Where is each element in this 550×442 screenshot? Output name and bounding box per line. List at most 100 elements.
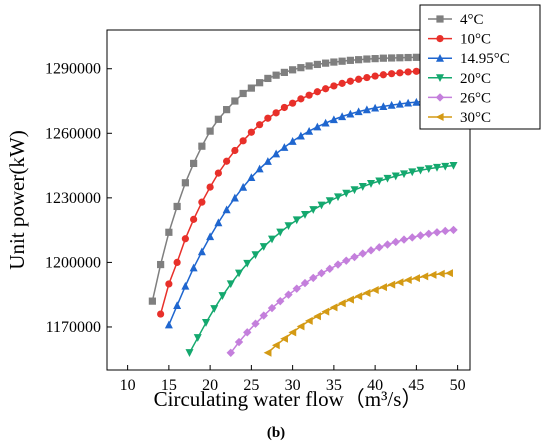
data-point <box>189 263 198 272</box>
data-point <box>346 295 354 304</box>
series-2 <box>164 95 454 329</box>
legend-label: 4°C <box>460 12 484 28</box>
data-point <box>391 172 400 181</box>
data-point <box>371 103 380 112</box>
data-point <box>271 341 280 350</box>
data-point <box>383 240 392 249</box>
data-point <box>181 281 190 290</box>
data-point <box>264 74 272 83</box>
data-point <box>231 97 239 105</box>
data-point <box>395 99 404 108</box>
plot-frame <box>106 29 471 371</box>
data-point <box>231 146 239 155</box>
data-point <box>388 70 396 78</box>
x-tick-label: 20 <box>202 377 218 394</box>
series-1 <box>157 66 453 318</box>
data-point <box>371 72 379 80</box>
data-point <box>296 131 305 140</box>
data-point <box>408 233 417 242</box>
data-point <box>346 56 354 64</box>
x-tick-label: 40 <box>367 377 383 394</box>
data-point <box>251 319 260 328</box>
series-4 <box>226 225 458 357</box>
data-point <box>263 348 272 357</box>
data-point <box>206 232 215 241</box>
series-layer <box>148 53 458 357</box>
data-point <box>403 276 412 285</box>
data-point <box>321 118 330 127</box>
series-3 <box>185 161 458 357</box>
data-point <box>416 231 425 240</box>
data-point <box>400 170 408 179</box>
data-point <box>387 280 396 289</box>
data-point <box>234 337 244 347</box>
x-tick-label: 30 <box>285 377 301 394</box>
data-point <box>292 216 301 225</box>
series-line <box>151 56 450 302</box>
x-tick-label: 50 <box>450 377 466 394</box>
data-point <box>432 228 442 237</box>
data-point <box>433 163 441 172</box>
data-point <box>296 322 305 331</box>
data-point <box>165 228 173 236</box>
data-point <box>223 106 231 114</box>
data-point <box>412 53 420 61</box>
data-point <box>256 121 264 129</box>
data-point <box>309 273 318 283</box>
legend-label: 14.95°C <box>460 51 510 67</box>
data-point <box>226 348 235 357</box>
data-point <box>350 186 359 195</box>
data-point <box>280 334 288 343</box>
data-point <box>338 112 347 121</box>
data-point <box>355 75 363 83</box>
data-point <box>363 55 371 63</box>
data-point <box>399 235 409 244</box>
data-point <box>334 193 342 202</box>
data-point <box>317 201 326 210</box>
figure-caption: (b) <box>267 425 285 441</box>
y-axis-label: Unit power(kW) <box>5 130 29 269</box>
data-point <box>342 256 351 265</box>
data-point <box>313 60 321 69</box>
data-point <box>157 260 165 269</box>
data-point <box>305 62 313 70</box>
data-point <box>313 122 322 131</box>
data-point <box>292 284 301 293</box>
data-point <box>412 67 420 75</box>
x-axis-label: Circulating water flow（m³/s） <box>154 387 423 411</box>
data-point <box>395 278 404 287</box>
series-line <box>159 69 450 315</box>
data-point <box>272 149 281 158</box>
legend-marker <box>435 93 445 102</box>
data-point <box>222 205 231 214</box>
data-point <box>366 246 376 255</box>
data-point <box>367 180 375 188</box>
data-point <box>263 157 272 165</box>
data-point <box>190 215 198 223</box>
data-point <box>181 235 189 243</box>
data-point <box>259 311 268 320</box>
data-point <box>235 269 243 278</box>
data-point <box>305 126 314 135</box>
data-point <box>157 310 165 318</box>
x-tick-label: 10 <box>120 377 136 394</box>
data-point <box>375 177 384 186</box>
data-point <box>251 251 260 260</box>
data-point <box>190 159 198 168</box>
data-point <box>268 235 276 244</box>
data-point <box>198 198 206 206</box>
legend-marker <box>436 35 444 43</box>
data-point <box>272 109 280 117</box>
data-point <box>301 211 309 219</box>
data-point <box>284 222 293 231</box>
data-point <box>396 54 404 62</box>
data-point <box>206 127 214 135</box>
x-axis: 10 15 20 25 30 35 40 45 50 <box>120 365 466 394</box>
data-point <box>350 252 359 262</box>
data-point <box>284 290 293 299</box>
data-point <box>214 115 222 123</box>
data-point <box>226 280 235 289</box>
data-point <box>202 319 210 327</box>
data-point <box>304 316 313 325</box>
